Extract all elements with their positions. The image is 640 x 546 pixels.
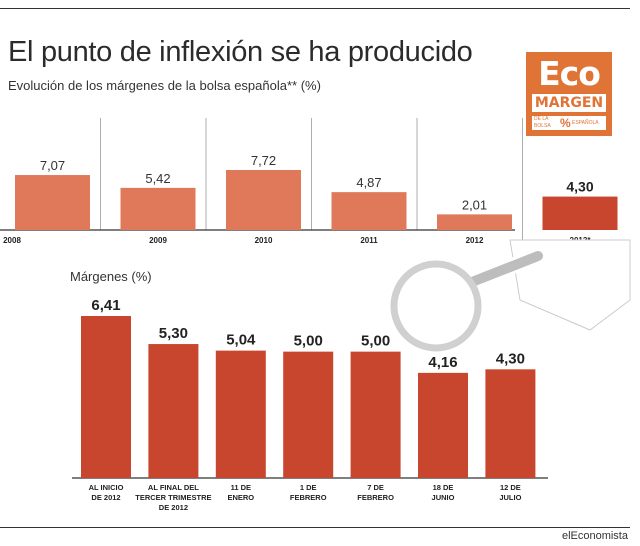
magnifier-handle xyxy=(467,251,543,287)
bottom-chart-title: Márgenes (%) xyxy=(70,269,152,284)
logo-percent: % xyxy=(560,116,571,130)
tick-margin-0-line-0: AL INICIO xyxy=(89,483,124,492)
tick-margin-1-line-0: AL FINAL DEL xyxy=(148,483,199,492)
logo-subtext: DE LA BOLSA % ESPAÑOLA xyxy=(532,116,606,130)
bar-year-2008 xyxy=(15,175,90,230)
value-label-margin-6: 4,30 xyxy=(496,350,525,367)
bar-margin-1 xyxy=(148,344,199,478)
chart-title: El punto de inflexión se ha producido xyxy=(8,36,473,68)
logo-line1: DE LA xyxy=(534,116,549,122)
tick-year-2010: 2010 xyxy=(255,236,273,245)
logo-line3: ESPAÑOLA xyxy=(572,120,599,126)
bar-margin-3 xyxy=(283,351,334,478)
bar-year-2013* xyxy=(542,196,618,230)
value-label-year-2010: 7,72 xyxy=(251,153,276,168)
tick-margin-5-line-0: 18 DE xyxy=(433,483,454,492)
value-label-margin-3: 5,00 xyxy=(294,333,323,350)
eco-margen-logo: Eco MARGEN DE LA BOLSA % ESPAÑOLA xyxy=(526,52,612,136)
bar-margin-0 xyxy=(81,316,131,478)
tick-margin-4-line-0: 7 DE xyxy=(367,483,384,492)
source-credit: elEconomista xyxy=(561,530,628,542)
bar-margin-2 xyxy=(215,350,266,478)
value-label-year-2009: 5,42 xyxy=(145,171,170,186)
bar-year-2009 xyxy=(120,187,196,230)
value-label-margin-0: 6,41 xyxy=(91,297,120,314)
tick-margin-5-line-1: JUNIO xyxy=(432,493,455,502)
logo-line2: BOLSA xyxy=(534,123,551,129)
bar-year-2010 xyxy=(226,170,301,230)
top-rule xyxy=(0,8,630,9)
tick-margin-6-line-0: 12 DE xyxy=(500,483,521,492)
bar-margin-5 xyxy=(418,372,468,478)
bar-margin-4 xyxy=(350,351,401,478)
tick-margin-1-line-1: TERCER TRIMESTRE xyxy=(135,493,211,502)
value-label-margin-5: 4,16 xyxy=(428,354,457,371)
tick-margin-3-line-0: 1 DE xyxy=(300,483,317,492)
tick-margin-2-line-0: 11 DE xyxy=(231,483,251,492)
magnifier-lens-icon xyxy=(390,260,482,352)
value-label-margin-2: 5,04 xyxy=(226,332,256,349)
tick-margin-3-line-1: FEBRERO xyxy=(290,493,327,502)
bar-margin-6 xyxy=(485,369,536,478)
value-label-year-2011: 4,87 xyxy=(356,175,381,190)
value-label-year-2012: 2,01 xyxy=(462,197,487,212)
tick-margin-0-line-1: DE 2012 xyxy=(91,493,120,502)
bar-year-2012 xyxy=(437,214,512,230)
value-label-margin-1: 5,30 xyxy=(159,325,188,342)
tick-margin-2-line-1: ENERO xyxy=(227,493,254,502)
logo-margen-text: MARGEN xyxy=(532,94,606,112)
tick-margin-6-line-1: JULIO xyxy=(499,493,521,502)
tick-year-2012: 2012 xyxy=(466,236,484,245)
value-label-year-2013*: 4,30 xyxy=(566,179,593,195)
value-label-margin-4: 5,00 xyxy=(361,333,390,350)
tick-year-2011: 2011 xyxy=(360,236,378,245)
tick-margin-4-line-1: FEBRERO xyxy=(357,493,394,502)
tick-year-2008: 2008 xyxy=(3,236,21,245)
chart-subtitle: Evolución de los márgenes de la bolsa es… xyxy=(8,78,321,93)
bottom-rule xyxy=(0,527,630,528)
logo-eco-text: Eco xyxy=(538,54,601,93)
tick-year-2009: 2009 xyxy=(149,236,167,245)
value-label-year-2008: 7,07 xyxy=(40,158,65,173)
tick-margin-1-line-2: DE 2012 xyxy=(159,503,188,512)
bar-year-2011 xyxy=(331,192,407,230)
